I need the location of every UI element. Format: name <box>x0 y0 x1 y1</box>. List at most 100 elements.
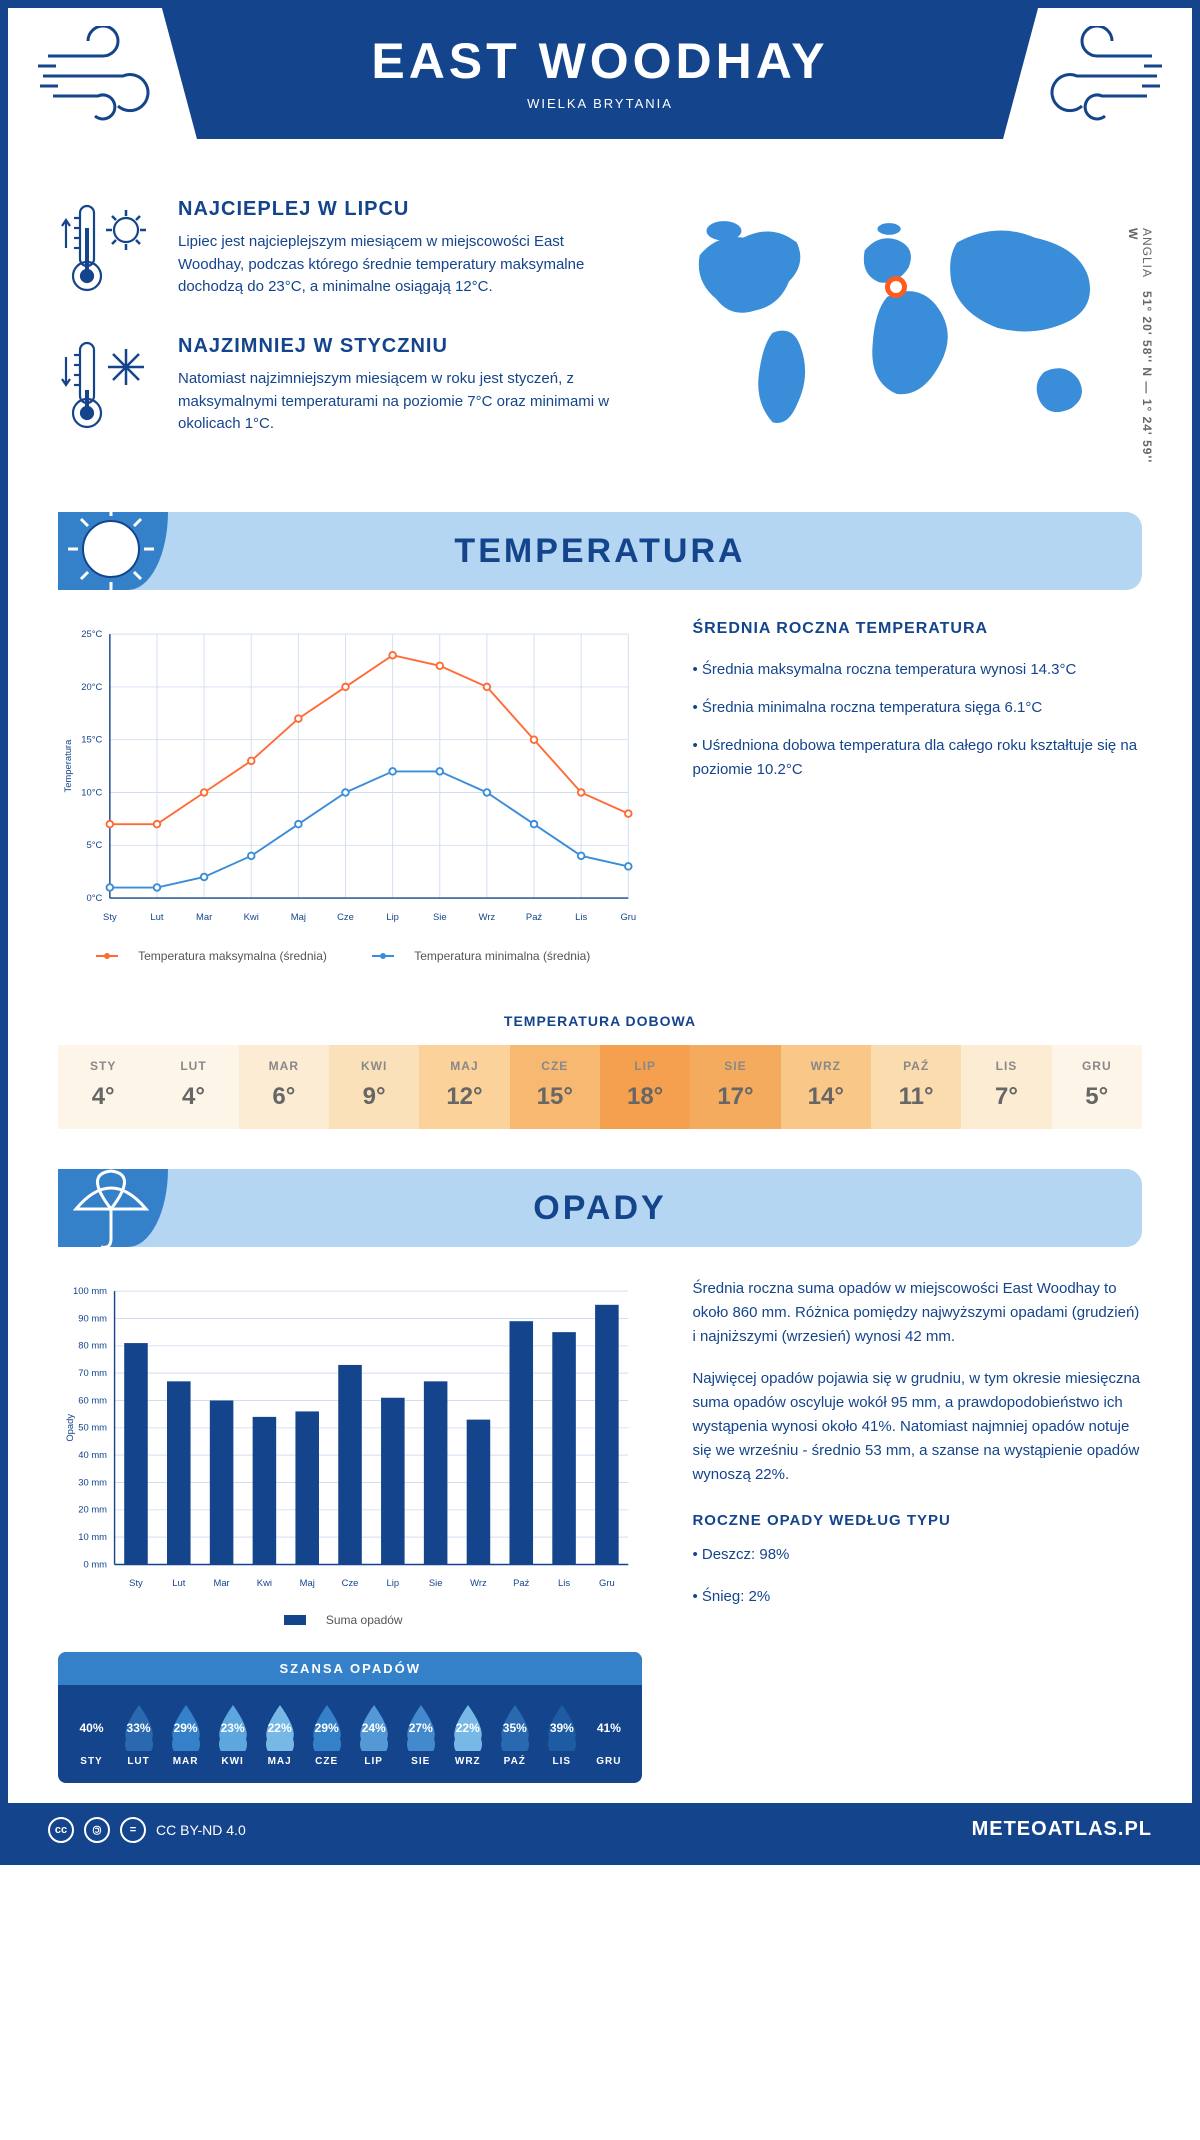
daily-cell: PAŹ11° <box>871 1045 961 1129</box>
svg-text:Sie: Sie <box>429 1577 443 1588</box>
page: EAST WOODHAY WIELKA BRYTANIA NAJCIEPLEJ … <box>0 0 1200 1865</box>
chance-item: 22% WRZ <box>444 1701 491 1767</box>
warmest-block: NAJCIEPLEJ W LIPCU Lipiec jest najcieple… <box>58 198 616 303</box>
svg-text:Kwi: Kwi <box>244 911 259 922</box>
precipitation-stats: Średnia roczna suma opadów w miejscowośc… <box>692 1277 1142 1782</box>
location-marker-icon <box>885 276 907 298</box>
chance-item: 39% LIS <box>538 1701 585 1767</box>
coldest-title: NAJZIMNIEJ W STYCZNIU <box>178 335 616 358</box>
temperature-header: TEMPERATURA <box>58 512 1142 590</box>
temperature-body: 0°C5°C10°C15°C20°C25°CStyLutMarKwiMajCze… <box>8 620 1192 993</box>
svg-text:Paź: Paź <box>526 911 543 922</box>
cc-icon: cc <box>48 1817 74 1843</box>
temperature-title: TEMPERATURA <box>454 532 745 571</box>
world-map <box>656 198 1142 458</box>
chance-item: 23% KWI <box>209 1701 256 1767</box>
svg-text:30 mm: 30 mm <box>78 1476 107 1487</box>
title-banner: EAST WOODHAY WIELKA BRYTANIA <box>162 8 1038 139</box>
svg-text:0°C: 0°C <box>87 892 103 903</box>
daily-cell: KWI9° <box>329 1045 419 1129</box>
svg-text:60 mm: 60 mm <box>78 1394 107 1405</box>
daily-cell: GRU5° <box>1052 1045 1142 1129</box>
daily-cell: WRZ14° <box>781 1045 871 1129</box>
chance-item: 22% MAJ <box>256 1701 303 1767</box>
svg-text:Mar: Mar <box>213 1577 229 1588</box>
svg-text:Cze: Cze <box>342 1577 359 1588</box>
svg-text:10°C: 10°C <box>81 786 102 797</box>
chance-item: 40% STY <box>68 1701 115 1767</box>
precipitation-header: OPADY <box>58 1169 1142 1247</box>
precipitation-title: OPADY <box>533 1189 666 1228</box>
daily-temp-table: STY4°LUT4°MAR6°KWI9°MAJ12°CZE15°LIP18°SI… <box>58 1045 1142 1129</box>
svg-text:Maj: Maj <box>291 911 306 922</box>
svg-text:Sie: Sie <box>433 911 447 922</box>
precip-chart-legend: Suma opadów <box>58 1613 642 1628</box>
daily-cell: SIE17° <box>690 1045 780 1129</box>
temperature-chart: 0°C5°C10°C15°C20°C25°CStyLutMarKwiMajCze… <box>58 620 642 963</box>
svg-text:Maj: Maj <box>300 1577 315 1588</box>
temp-bullet: • Średnia maksymalna roczna temperatura … <box>692 658 1142 682</box>
svg-text:Lip: Lip <box>386 911 399 922</box>
svg-text:25°C: 25°C <box>81 628 102 639</box>
svg-text:50 mm: 50 mm <box>78 1422 107 1433</box>
svg-text:40 mm: 40 mm <box>78 1449 107 1460</box>
site-name: METEOATLAS.PL <box>972 1818 1152 1841</box>
svg-text:Lut: Lut <box>150 911 163 922</box>
svg-text:Wrz: Wrz <box>479 911 496 922</box>
daily-cell: LUT4° <box>148 1045 238 1129</box>
header: EAST WOODHAY WIELKA BRYTANIA <box>8 8 1192 158</box>
sun-icon <box>64 502 159 597</box>
svg-text:10 mm: 10 mm <box>78 1531 107 1542</box>
temperature-stats: ŚREDNIA ROCZNA TEMPERATURA • Średnia mak… <box>692 620 1142 963</box>
svg-text:Lut: Lut <box>172 1577 185 1588</box>
intro-section: NAJCIEPLEJ W LIPCU Lipiec jest najcieple… <box>8 158 1192 502</box>
svg-text:Kwi: Kwi <box>257 1577 272 1588</box>
coldest-text: Natomiast najzimniejszym miesiącem w rok… <box>178 368 616 436</box>
svg-text:15°C: 15°C <box>81 734 102 745</box>
chance-item: 29% MAR <box>162 1701 209 1767</box>
thermometer-sun-icon <box>58 198 158 303</box>
wind-icon-left <box>38 26 158 126</box>
daily-cell: MAJ12° <box>419 1045 509 1129</box>
temp-chart-legend: Temperatura maksymalna (średnia) Tempera… <box>58 946 642 963</box>
svg-text:Sty: Sty <box>129 1577 143 1588</box>
chance-item: 35% PAŹ <box>491 1701 538 1767</box>
chance-item: 29% CZE <box>303 1701 350 1767</box>
svg-text:Cze: Cze <box>337 911 354 922</box>
svg-text:90 mm: 90 mm <box>78 1312 107 1323</box>
daily-temp-title: TEMPERATURA DOBOWA <box>8 1013 1192 1029</box>
nd-icon: = <box>120 1817 146 1843</box>
svg-text:100 mm: 100 mm <box>73 1285 107 1296</box>
by-icon: 🄯 <box>84 1817 110 1843</box>
temp-bullet: • Uśredniona dobowa temperatura dla całe… <box>692 734 1142 782</box>
svg-text:Lis: Lis <box>575 911 587 922</box>
svg-text:Mar: Mar <box>196 911 212 922</box>
svg-text:Sty: Sty <box>103 911 117 922</box>
precipitation-chart: 0 mm10 mm20 mm30 mm40 mm50 mm60 mm70 mm8… <box>58 1277 642 1597</box>
thermometer-snow-icon <box>58 335 158 440</box>
precipitation-body: 0 mm10 mm20 mm30 mm40 mm50 mm60 mm70 mm8… <box>8 1277 1192 1802</box>
chance-item: 24% LIP <box>350 1701 397 1767</box>
svg-text:5°C: 5°C <box>87 839 103 850</box>
coldest-block: NAJZIMNIEJ W STYCZNIU Natomiast najzimni… <box>58 335 616 440</box>
daily-cell: CZE15° <box>510 1045 600 1129</box>
svg-text:Temperatura: Temperatura <box>62 739 73 793</box>
chance-item: 41% GRU <box>585 1701 632 1767</box>
precipitation-chance-box: SZANSA OPADÓW 40% STY 33% LUT 29% MAR 23… <box>58 1652 642 1783</box>
chance-item: 27% SIE <box>397 1701 444 1767</box>
svg-text:Gru: Gru <box>620 911 636 922</box>
warmest-text: Lipiec jest najcieplejszym miesiącem w m… <box>178 231 616 299</box>
daily-cell: STY4° <box>58 1045 148 1129</box>
temp-bullet: • Średnia minimalna roczna temperatura s… <box>692 696 1142 720</box>
svg-text:Lip: Lip <box>387 1577 400 1588</box>
precip-type-bullet: • Deszcz: 98% <box>692 1543 1142 1567</box>
svg-text:Paź: Paź <box>513 1577 530 1588</box>
svg-text:80 mm: 80 mm <box>78 1340 107 1351</box>
location-title: EAST WOODHAY <box>162 32 1038 90</box>
chance-item: 33% LUT <box>115 1701 162 1767</box>
license-text: CC BY-ND 4.0 <box>156 1822 246 1838</box>
footer: cc 🄯 = CC BY-ND 4.0 METEOATLAS.PL <box>8 1803 1192 1857</box>
svg-text:Opady: Opady <box>64 1414 75 1442</box>
daily-cell: LIP18° <box>600 1045 690 1129</box>
svg-text:Lis: Lis <box>558 1577 570 1588</box>
